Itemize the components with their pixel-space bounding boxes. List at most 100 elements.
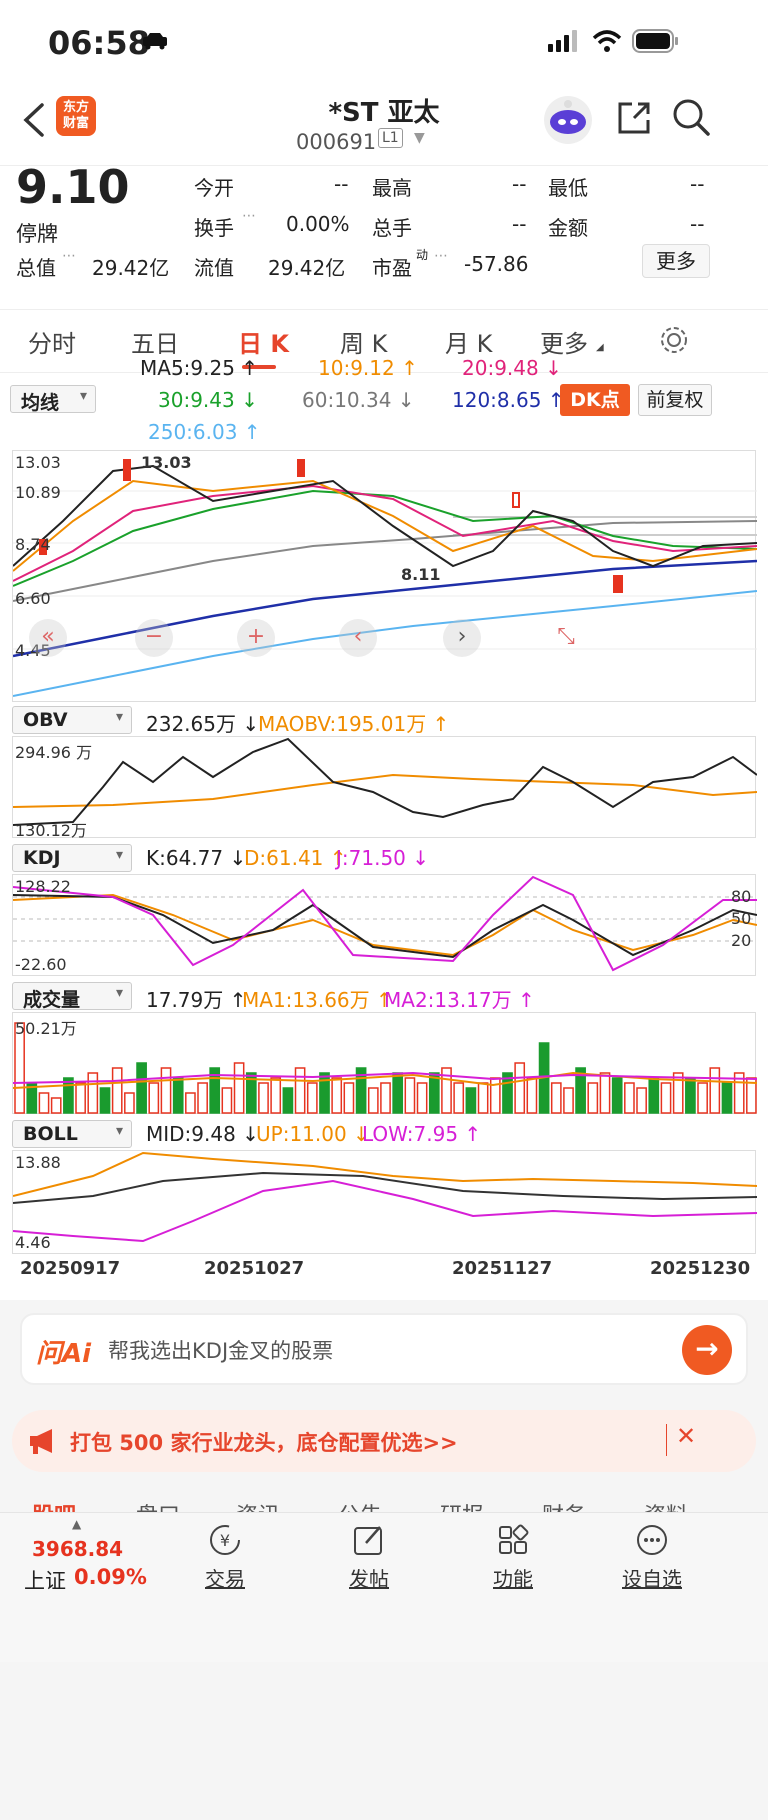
high-value: -- (512, 172, 527, 196)
more-dots-icon (637, 1525, 667, 1555)
volume-bar (648, 1077, 660, 1114)
caret-up-icon: ▲ (72, 1517, 82, 1531)
volume-bar (709, 1067, 721, 1114)
ma120-value: 120:8.65 ↑ (452, 388, 565, 412)
tab-finance[interactable]: 财务 (542, 1498, 586, 1514)
info-icon[interactable]: ⋯ (434, 248, 448, 264)
low-value: -- (690, 172, 705, 196)
volume-y-top: 50.21万 (15, 1019, 77, 1038)
post-button[interactable]: 发帖 (344, 1523, 394, 1592)
volume-bar (380, 1082, 391, 1114)
kdj-level: 50 (731, 909, 752, 928)
tab-profile[interactable]: 资料 (644, 1498, 688, 1514)
chevron-down-icon[interactable]: ▼ (414, 130, 425, 146)
volume-bar (282, 1087, 294, 1114)
volume-bar (624, 1082, 635, 1114)
function-label: 功能 (493, 1567, 533, 1591)
promo-text: 打包 500 家行业龙头，底仓配置优选>> (70, 1431, 458, 1455)
zoom-in-button[interactable]: + (237, 619, 275, 657)
volume-bar (160, 1067, 172, 1114)
amount-label: 金额 (548, 216, 588, 240)
info-icon[interactable]: ⋯ (242, 208, 256, 224)
trade-label: 交易 (205, 1567, 245, 1591)
tab-news[interactable]: 资讯 (236, 1498, 280, 1514)
volume-bar (587, 1082, 599, 1114)
search-icon[interactable] (670, 96, 712, 138)
scroll-left-far-button[interactable]: « (29, 619, 67, 657)
trade-button[interactable]: ¥ 交易 (200, 1523, 250, 1592)
ma30-value: 30:9.43 ↓ (158, 388, 258, 412)
kdj-level: 80 (731, 887, 752, 906)
scroll-right-button[interactable]: › (443, 619, 481, 657)
app-logo[interactable]: 东方 财富 (56, 96, 96, 136)
tab-daily-k[interactable]: 日 K (238, 330, 289, 358)
volume-bar (209, 1067, 221, 1114)
close-icon[interactable]: ✕ (676, 1422, 697, 1450)
volume-bar (550, 1082, 562, 1114)
kdj-y-bottom: -22.60 (15, 955, 67, 974)
volume-bar (38, 1092, 50, 1114)
signal-icon (548, 30, 577, 52)
dk-point-button[interactable]: DK点 (560, 384, 630, 416)
robot-assistant-icon[interactable] (542, 94, 594, 146)
more-button[interactable]: 更多 (642, 244, 710, 278)
volume-bar (14, 1022, 25, 1114)
ai-question-box[interactable]: 问Ai 帮我选出KDJ金叉的股票 → (20, 1313, 748, 1385)
quote-panel: 9.10 停牌 今开 -- 最高 -- 最低 -- 换手 ⋯ 0.00% 总手 … (0, 160, 768, 309)
float-value: 29.42亿 (268, 256, 346, 280)
tab-more[interactable]: 更多 (540, 330, 588, 358)
tab-forum[interactable]: 股吧 (32, 1498, 76, 1514)
active-tab-underline (242, 365, 276, 369)
volume-bar (636, 1087, 647, 1114)
ma-indicator-select[interactable]: 均线 (10, 385, 96, 414)
tab-weekly-k[interactable]: 周 K (340, 330, 388, 358)
tab-announcements[interactable]: 公告 (338, 1498, 382, 1514)
volume-bar (221, 1087, 233, 1114)
tab-orderbook[interactable]: 盘口 (136, 1498, 180, 1514)
promo-banner[interactable]: 打包 500 家行业龙头，底仓配置优选>> ✕ (12, 1410, 756, 1472)
ai-input[interactable]: 帮我选出KDJ金叉的股票 (108, 1339, 334, 1363)
function-button[interactable]: 功能 (488, 1523, 538, 1592)
kline-y-label: 10.89 (15, 483, 61, 502)
kdj-indicator-select[interactable]: KDJ (12, 844, 132, 872)
turnover-value: 0.00% (286, 212, 350, 236)
volume-ma2-line (13, 1071, 757, 1084)
volume-bar (111, 1067, 123, 1114)
scroll-left-button[interactable]: ‹ (339, 619, 377, 657)
caret-icon: ◢ (596, 342, 604, 353)
date-label: 20251230 (650, 1258, 751, 1279)
volume-panel: 50.21万 (12, 1012, 757, 1114)
volume-bar (404, 1077, 416, 1114)
volume-bar (197, 1082, 208, 1114)
high-label: 最高 (372, 176, 412, 200)
adjust-price-button[interactable]: 前复权 (638, 384, 712, 416)
add-watchlist-button[interactable]: 设自选 (620, 1523, 684, 1592)
zoom-out-button[interactable]: − (135, 619, 173, 657)
low-label: 最低 (548, 176, 588, 200)
volume-bar (721, 1082, 733, 1114)
kline-low-annotation: 8.11 (401, 565, 441, 584)
mcap-label: 总值 (16, 256, 56, 280)
kline-panel[interactable]: 13.03 10.89 8.74 6.60 4.45 13.03 8.11 « … (12, 450, 757, 702)
volume-bar (453, 1082, 465, 1114)
tab-monthly-k[interactable]: 月 K (445, 330, 493, 358)
ai-submit-arrow-icon[interactable]: → (682, 1325, 732, 1375)
tab-five-day[interactable]: 五日 (131, 330, 179, 358)
volume-bar (477, 1082, 489, 1114)
boll-indicator-select[interactable]: BOLL (12, 1120, 132, 1148)
trading-state: 停牌 (16, 222, 58, 246)
volume-indicator-select[interactable]: 成交量 (12, 982, 132, 1011)
back-icon[interactable] (20, 102, 48, 138)
tab-research[interactable]: 研报 (440, 1498, 484, 1514)
volume-bar (50, 1097, 62, 1114)
settings-gear-icon[interactable] (658, 324, 690, 356)
fullscreen-button[interactable]: ⤡ (557, 624, 575, 649)
tab-intraday[interactable]: 分时 (28, 330, 76, 358)
share-icon[interactable] (614, 98, 654, 138)
index-value[interactable]: 3968.84 (32, 1537, 124, 1561)
date-label: 20250917 (20, 1258, 121, 1279)
divider (666, 1424, 667, 1456)
obv-indicator-select[interactable]: OBV (12, 706, 132, 734)
info-icon[interactable]: ⋯ (62, 248, 76, 264)
svg-text:¥: ¥ (220, 1531, 230, 1550)
